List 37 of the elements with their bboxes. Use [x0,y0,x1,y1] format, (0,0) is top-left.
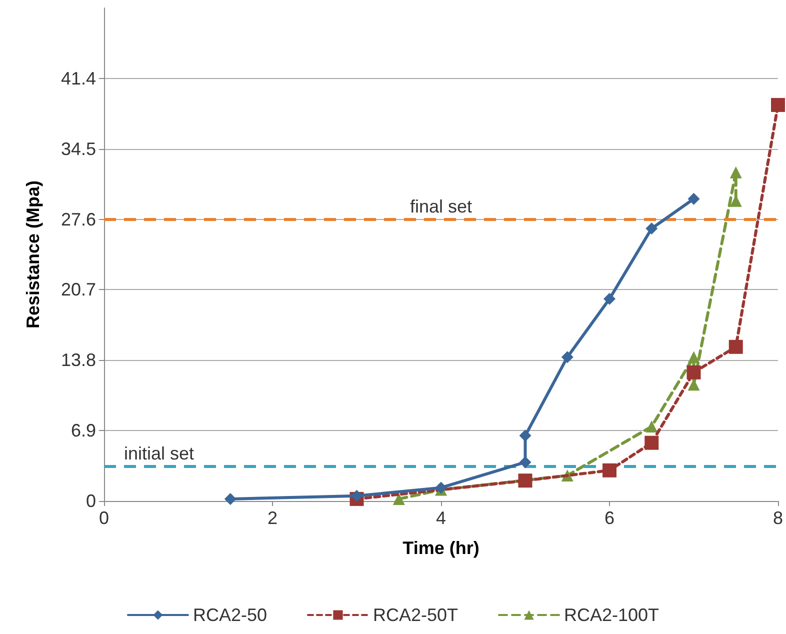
y-tick-label: 13.8 [60,350,96,370]
point [350,490,363,502]
y-tick-label: 20.7 [60,280,96,300]
y-tick-label: 34.5 [60,138,96,159]
legend-label: RCA2-50 [192,605,267,625]
y-tick-label: 41.4 [60,68,96,88]
point [392,492,405,505]
point [686,365,701,380]
point [603,292,616,305]
point [728,340,743,354]
point [770,98,785,112]
point [602,463,616,478]
y-axis-title: Resistance (Mpa) [23,180,43,329]
point [561,351,574,364]
point [644,436,659,450]
point [688,351,700,364]
x-tick-label: 6 [604,508,615,528]
point [730,166,742,178]
ref-line-label: initial set [124,443,194,464]
x-tick-label: 2 [267,508,278,528]
point [518,474,532,488]
x-tick-label: 0 [98,508,110,528]
y-tick-label: 27.6 [60,209,96,230]
y-tick-label: 6.9 [70,420,96,441]
point [519,430,532,442]
x-tick-label: 8 [772,508,783,528]
point [224,492,236,505]
point [519,456,532,468]
legend-label: RCA2-50T [372,605,458,625]
y-tick-label: 0 [86,491,96,511]
point [646,222,658,234]
x-axis-title: Time (hr) [402,538,480,558]
point [646,420,658,432]
x-tick-label: 4 [436,508,446,528]
legend-label: RCA2-100T [564,605,660,625]
point [688,192,700,205]
ref-line-label: final set [410,196,472,216]
